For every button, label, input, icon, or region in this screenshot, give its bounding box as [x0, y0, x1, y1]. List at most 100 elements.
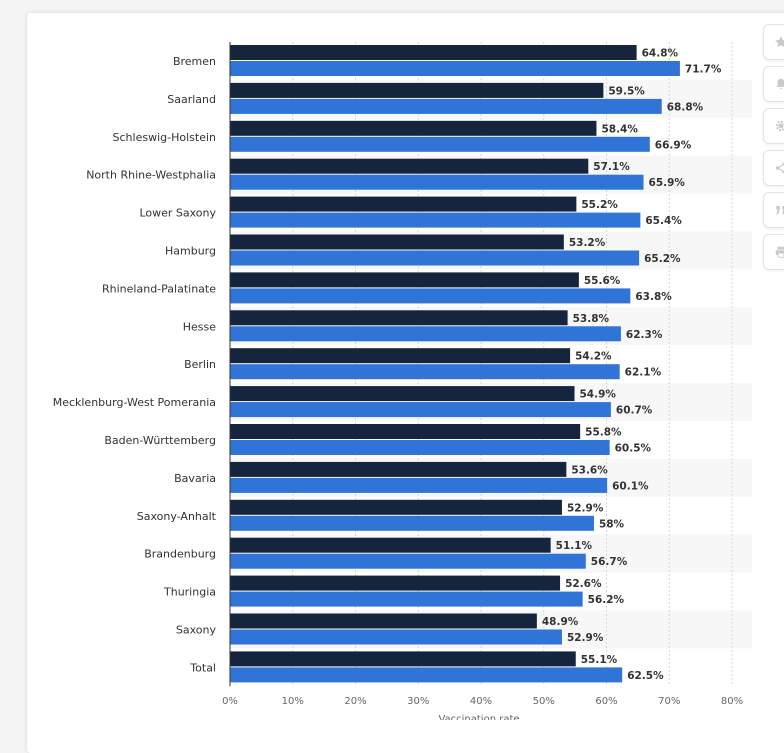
bar [230, 137, 650, 152]
bar [230, 251, 639, 266]
bar [230, 61, 680, 76]
data-label: 55.2% [581, 199, 618, 211]
bar [230, 651, 576, 666]
x-tick-label: 80% [721, 696, 743, 707]
data-label: 68.8% [667, 101, 704, 113]
category-label: Saarland [167, 93, 216, 106]
bar [230, 310, 568, 325]
bar [230, 667, 622, 682]
gear-icon [774, 119, 784, 133]
category-label: Bremen [173, 55, 216, 68]
favorite-button[interactable] [763, 24, 784, 60]
bar [230, 592, 583, 607]
bar-chart: 64.8%71.7%Bremen59.5%68.8%Saarland58.4%6… [0, 0, 784, 720]
data-label: 56.2% [588, 594, 625, 606]
category-label: Hesse [183, 320, 217, 333]
category-label: Berlin [184, 358, 216, 371]
x-axis-title: Vaccination rate [438, 714, 519, 720]
category-label: Schleswig-Holstein [113, 131, 216, 144]
bar [230, 159, 588, 174]
bar [230, 440, 610, 455]
bar [230, 326, 621, 341]
data-label: 52.9% [567, 502, 604, 514]
category-label: Hamburg [165, 245, 216, 258]
bar [230, 121, 596, 136]
data-label: 58% [599, 518, 625, 530]
star-icon [774, 35, 784, 49]
bar [230, 288, 630, 303]
share-button[interactable] [763, 150, 784, 186]
citation-button[interactable] [763, 192, 784, 228]
category-label: Saxony [176, 624, 217, 637]
data-label: 64.8% [642, 48, 679, 60]
x-tick-label: 50% [533, 696, 555, 707]
data-label: 59.5% [608, 85, 645, 97]
category-label: Rhineland-Palatinate [102, 282, 216, 295]
data-label: 55.1% [581, 654, 618, 666]
data-label: 65.4% [645, 215, 682, 227]
x-tick-label: 70% [658, 696, 680, 707]
bar [230, 614, 537, 629]
x-tick-label: 10% [282, 696, 304, 707]
bar [230, 213, 640, 228]
side-toolbar [763, 24, 784, 270]
data-label: 54.9% [579, 389, 616, 401]
bar [230, 424, 580, 439]
share-icon [774, 161, 784, 175]
category-label: Total [189, 661, 216, 674]
bar [230, 554, 586, 569]
data-label: 60.1% [612, 480, 649, 492]
category-label: Saxony-Anhalt [137, 510, 217, 523]
bar [230, 83, 603, 98]
data-label: 66.9% [655, 139, 692, 151]
bar [230, 197, 576, 212]
data-label: 54.2% [575, 351, 612, 363]
x-tick-label: 40% [470, 696, 492, 707]
data-label: 62.5% [627, 670, 664, 682]
x-tick-label: 0% [222, 696, 238, 707]
bar [230, 45, 637, 60]
data-label: 56.7% [591, 556, 628, 568]
category-label: Thuringia [163, 586, 216, 599]
bar [230, 402, 611, 417]
print-icon [774, 245, 784, 259]
bar [230, 576, 560, 591]
data-label: 63.8% [635, 291, 672, 303]
notification-button[interactable] [763, 66, 784, 102]
category-label: Lower Saxony [139, 207, 216, 220]
x-tick-label: 30% [407, 696, 429, 707]
print-button[interactable] [763, 234, 784, 270]
category-label: Bavaria [174, 472, 216, 485]
bar [230, 630, 562, 645]
x-tick-label: 60% [595, 696, 617, 707]
data-label: 48.9% [542, 616, 579, 628]
data-label: 51.1% [556, 540, 593, 552]
bar [230, 538, 551, 553]
data-label: 57.1% [593, 161, 630, 173]
bar [230, 364, 620, 379]
bar [230, 386, 574, 401]
data-label: 62.1% [625, 367, 662, 379]
data-label: 52.9% [567, 632, 604, 644]
settings-button[interactable] [763, 108, 784, 144]
data-label: 53.6% [571, 464, 608, 476]
data-label: 60.7% [616, 405, 653, 417]
category-label: North Rhine-Westphalia [86, 169, 216, 182]
data-label: 52.6% [565, 578, 602, 590]
data-label: 55.8% [585, 427, 622, 439]
category-label: Baden-Württemberg [104, 434, 216, 447]
quote-icon [774, 203, 784, 217]
x-tick-label: 20% [344, 696, 366, 707]
bar [230, 500, 562, 515]
bar [230, 99, 662, 114]
data-label: 65.2% [644, 253, 681, 265]
data-label: 53.8% [573, 313, 610, 325]
data-label: 62.3% [626, 329, 663, 341]
category-label: Brandenburg [144, 548, 216, 561]
data-label: 55.6% [584, 275, 621, 287]
bar [230, 478, 607, 493]
data-label: 60.5% [615, 443, 652, 455]
data-label: 53.2% [569, 237, 606, 249]
bar [230, 272, 579, 287]
data-label: 58.4% [601, 123, 638, 135]
